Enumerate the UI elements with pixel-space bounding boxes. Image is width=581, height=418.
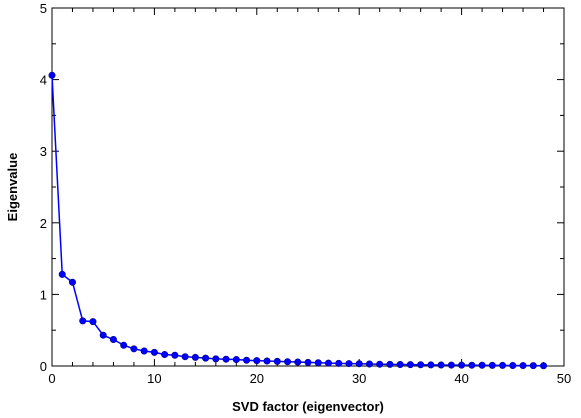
data-point bbox=[191, 353, 199, 361]
data-point bbox=[294, 358, 302, 366]
data-point bbox=[243, 356, 251, 364]
x-tick-label: 20 bbox=[250, 371, 264, 386]
y-tick-label: 4 bbox=[40, 73, 47, 88]
data-point bbox=[324, 359, 332, 367]
data-point bbox=[109, 336, 117, 344]
data-point bbox=[335, 359, 343, 367]
y-tick-label: 5 bbox=[40, 1, 47, 16]
data-point bbox=[458, 361, 466, 369]
data-point bbox=[345, 360, 353, 368]
data-point bbox=[181, 353, 189, 361]
data-point bbox=[263, 357, 271, 365]
data-point bbox=[284, 358, 292, 366]
data-point bbox=[468, 361, 476, 369]
data-point bbox=[519, 362, 527, 370]
x-tick-label: 0 bbox=[48, 371, 55, 386]
data-point bbox=[509, 361, 517, 369]
axis-ticks bbox=[51, 7, 565, 367]
data-point bbox=[437, 361, 445, 369]
data-point bbox=[253, 357, 261, 365]
plot-frame bbox=[51, 7, 565, 367]
data-point bbox=[386, 360, 394, 368]
data-point bbox=[171, 351, 179, 359]
y-tick-label: 1 bbox=[40, 287, 47, 302]
data-point bbox=[48, 71, 56, 79]
x-axis-label: SVD factor (eigenvector) bbox=[232, 399, 384, 414]
data-points bbox=[48, 71, 548, 370]
data-point bbox=[89, 318, 97, 326]
series-line bbox=[51, 75, 544, 367]
data-point bbox=[478, 361, 486, 369]
data-point bbox=[447, 361, 455, 369]
data-point bbox=[161, 351, 169, 359]
data-point bbox=[529, 362, 537, 370]
y-axis-label: Eigenvalue bbox=[5, 153, 20, 222]
data-point bbox=[406, 361, 414, 369]
data-point bbox=[68, 278, 76, 286]
data-point bbox=[232, 356, 240, 364]
y-tick-label: 3 bbox=[40, 144, 47, 159]
data-point bbox=[140, 347, 148, 355]
data-point bbox=[365, 360, 373, 368]
data-point bbox=[273, 357, 281, 365]
data-point bbox=[150, 348, 158, 356]
data-point bbox=[202, 354, 210, 362]
data-point bbox=[427, 361, 435, 369]
x-tick-label: 50 bbox=[557, 371, 571, 386]
data-point bbox=[417, 361, 425, 369]
data-point bbox=[304, 358, 312, 366]
data-point bbox=[99, 331, 107, 339]
data-point bbox=[212, 355, 220, 363]
data-point bbox=[488, 361, 496, 369]
y-tick-label: 0 bbox=[40, 359, 47, 374]
data-point bbox=[79, 317, 87, 325]
y-tick-label: 2 bbox=[40, 216, 47, 231]
data-point bbox=[58, 270, 66, 278]
data-point bbox=[120, 341, 128, 349]
data-point bbox=[499, 361, 507, 369]
data-point bbox=[314, 359, 322, 367]
x-tick-label: 30 bbox=[352, 371, 366, 386]
data-point bbox=[396, 360, 404, 368]
data-point bbox=[355, 360, 363, 368]
tick-labels: 0 10 20 30 40 50 0 1 2 3 4 5 bbox=[40, 1, 571, 386]
data-point bbox=[376, 360, 384, 368]
x-tick-label: 10 bbox=[147, 371, 161, 386]
data-point bbox=[222, 355, 230, 363]
x-tick-label: 40 bbox=[454, 371, 468, 386]
data-point bbox=[540, 362, 548, 370]
data-point bbox=[130, 345, 138, 353]
